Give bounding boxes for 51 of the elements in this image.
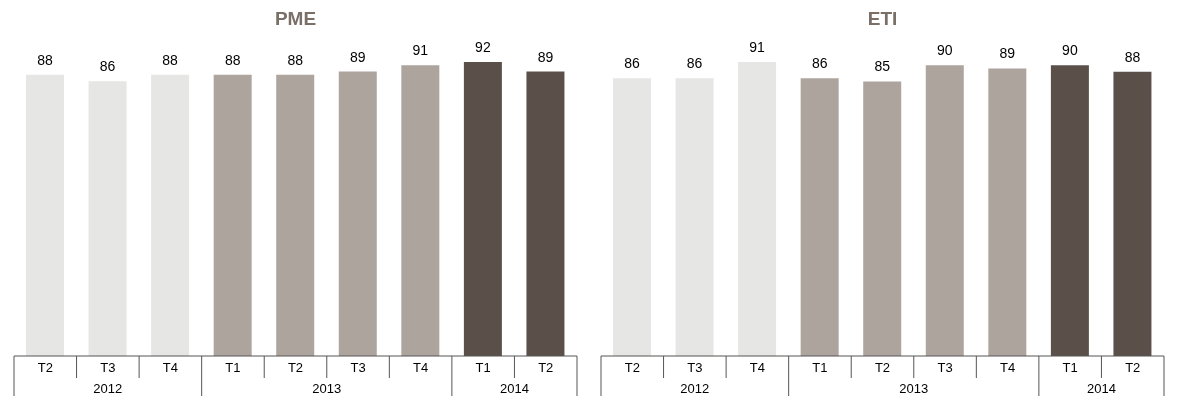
bar [925, 65, 964, 356]
chart-title: ETI [866, 8, 899, 31]
bar [800, 78, 839, 356]
chart-title: PME [273, 8, 318, 31]
bar [988, 68, 1027, 356]
x-tick-label: T2 [1125, 360, 1141, 375]
data-label: 88 [1124, 48, 1141, 65]
x-tick-label: T3 [100, 360, 116, 375]
data-label: 89 [537, 48, 554, 65]
text: 2014 [1086, 381, 1116, 396]
bar [863, 81, 902, 356]
x-tick-label: T1 [225, 360, 241, 375]
x-tick-label: T4 [162, 360, 178, 375]
x-tick-label: T2 [287, 360, 304, 375]
x-tick-label: T4 [749, 360, 765, 375]
text: 2012 [680, 381, 710, 396]
data-label: 86 [99, 58, 116, 75]
x-tick-label: T2 [37, 360, 53, 375]
data-label: 88 [37, 51, 53, 68]
x-tick-label: T4 [1000, 360, 1016, 375]
text: 2014 [499, 381, 529, 396]
x-tick-label: T1 [1062, 360, 1078, 375]
data-label: 89 [999, 45, 1016, 62]
x-tick-label: T4 [413, 360, 429, 375]
x-tick-label: T1 [812, 360, 828, 375]
x-tick-label: T1 [475, 360, 491, 375]
data-label: 92 [475, 39, 491, 55]
x-tick-label: T3 [350, 360, 366, 375]
x-tick-label: T3 [687, 360, 703, 375]
data-label: 91 [412, 42, 429, 59]
data-label: 88 [224, 51, 241, 68]
data-label: 85 [874, 58, 891, 75]
data-label: 91 [749, 39, 766, 55]
data-label: 86 [811, 55, 828, 72]
x-tick-label: T2 [874, 360, 891, 375]
data-label: 90 [1062, 42, 1078, 59]
data-label: 90 [936, 42, 953, 59]
data-label: 88 [287, 51, 304, 68]
x-tick-label: T2 [624, 360, 640, 375]
bar [613, 78, 651, 356]
text: 2013 [899, 381, 929, 396]
data-label: 86 [624, 55, 640, 72]
text: 2012 [93, 381, 123, 396]
text: 2013 [312, 381, 342, 396]
data-label: 88 [162, 51, 179, 68]
data-label: 89 [349, 48, 366, 65]
x-tick-label: T2 [538, 360, 554, 375]
bar [738, 62, 777, 356]
bar [675, 78, 714, 356]
data-label: 86 [686, 55, 703, 72]
x-tick-label: T3 [937, 360, 953, 375]
